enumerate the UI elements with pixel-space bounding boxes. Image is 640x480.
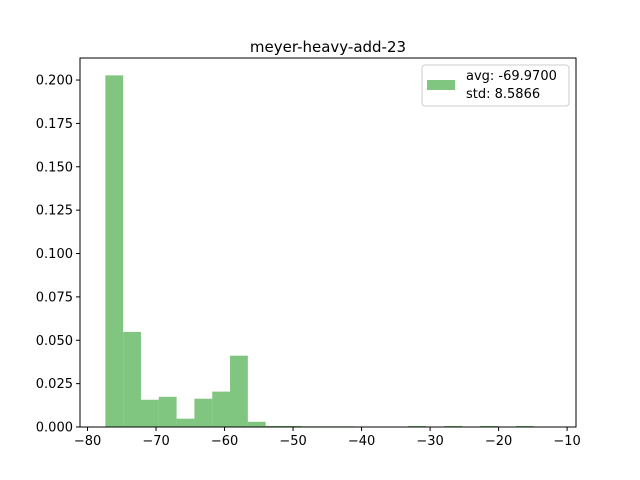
y-tick-label: 0.075: [36, 290, 73, 305]
y-tick-label: 0.175: [36, 117, 73, 132]
histogram-bar: [408, 425, 426, 427]
histogram-bars: [105, 75, 534, 427]
y-tick-label: 0.000: [36, 421, 73, 436]
legend-box: [421, 64, 570, 107]
histogram-bar: [265, 425, 284, 427]
chart-title: meyer-heavy-add-23: [250, 38, 406, 56]
histogram-bar: [123, 331, 141, 427]
x-tick-label: −10: [553, 434, 580, 449]
x-tick-label: −60: [211, 434, 238, 449]
legend-swatch: [427, 80, 455, 90]
histogram-bar: [230, 355, 248, 427]
histogram-bar: [105, 75, 124, 427]
x-tick-label: −30: [416, 434, 443, 449]
x-tick-label: −50: [279, 434, 306, 449]
histogram-bar: [194, 398, 213, 427]
histogram-bar: [480, 425, 498, 427]
y-tick-label: 0.025: [36, 377, 73, 392]
histogram-bar: [247, 421, 266, 427]
legend: avg: -69.9700 std: 8.5866: [421, 64, 570, 107]
y-tick-label: 0.050: [36, 334, 73, 349]
x-axis-ticks: −80 −70 −60 −50 −40 −30 −20 −10: [74, 427, 581, 449]
y-tick-label: 0.100: [36, 247, 73, 262]
histogram-bar: [515, 425, 534, 427]
legend-avg: avg: -69.9700: [466, 69, 557, 84]
histogram-bar: [444, 425, 463, 427]
histogram-bar: [158, 396, 177, 427]
y-tick-label: 0.150: [36, 160, 73, 175]
x-tick-label: −80: [74, 434, 101, 449]
y-tick-label: 0.125: [36, 204, 73, 219]
x-tick-label: −70: [142, 434, 169, 449]
histogram-bar: [140, 399, 159, 427]
legend-std: std: 8.5866: [466, 87, 540, 102]
y-tick-label: 0.200: [36, 74, 73, 89]
histogram-bar: [212, 391, 231, 427]
x-tick-label: −40: [348, 434, 375, 449]
y-axis-ticks: 0.000 0.025 0.050 0.075 0.100 0.125 0.150 0.175…: [36, 74, 80, 436]
histogram-bar: [176, 418, 195, 427]
x-tick-label: −20: [485, 434, 512, 449]
plot-frame: [79, 57, 577, 428]
histogram-bar: [283, 425, 302, 427]
